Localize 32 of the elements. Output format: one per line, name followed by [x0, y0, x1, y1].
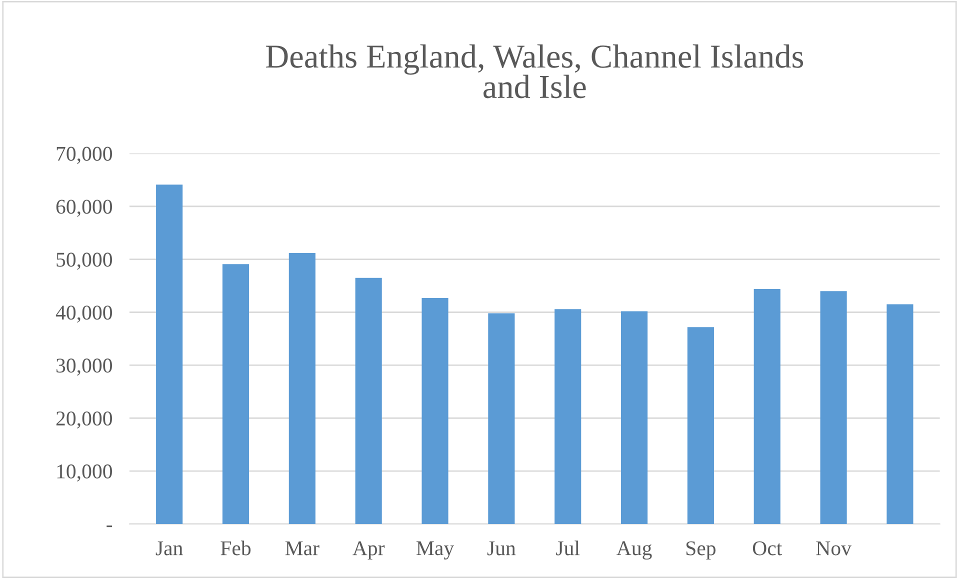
x-tick-label: Jan	[156, 541, 183, 556]
bar	[620, 311, 648, 524]
y-tick-label: -	[106, 526, 112, 528]
x-tick-label: May	[416, 541, 454, 560]
x-tick-label: Aug	[616, 541, 652, 560]
y-tick-label: 10,000	[57, 464, 112, 482]
y-tick-label: 70,000	[56, 146, 112, 164]
y-tick-label: 40,000	[56, 306, 112, 323]
x-tick-label: Oct	[752, 541, 782, 556]
bar	[222, 264, 250, 524]
bar	[422, 298, 448, 524]
chart-title: Deaths England, Wales, Channel Islands and Isle	[266, 44, 804, 98]
bar	[820, 291, 847, 524]
bar	[754, 288, 780, 524]
y-tick-label: 60,000	[56, 200, 112, 217]
y-tick-label: 30,000	[56, 358, 112, 376]
y-tick-label: 50,000	[56, 252, 112, 270]
x-tick-label: Jul	[556, 540, 580, 556]
bar	[488, 313, 515, 524]
x-tick-label: Apr	[352, 541, 385, 560]
x-tick-label: Mar	[285, 541, 320, 556]
x-tick-label: Nov	[816, 541, 852, 556]
bar	[156, 184, 183, 524]
bar	[886, 304, 914, 524]
bar	[355, 278, 382, 524]
x-tick-label: Feb	[220, 540, 251, 556]
bar	[687, 327, 714, 524]
bar	[554, 309, 582, 524]
bar	[288, 252, 316, 524]
x-tick-label: Sep	[686, 541, 716, 560]
x-tick-label: Jun	[487, 541, 516, 556]
y-tick-label: 20,000	[56, 411, 112, 429]
